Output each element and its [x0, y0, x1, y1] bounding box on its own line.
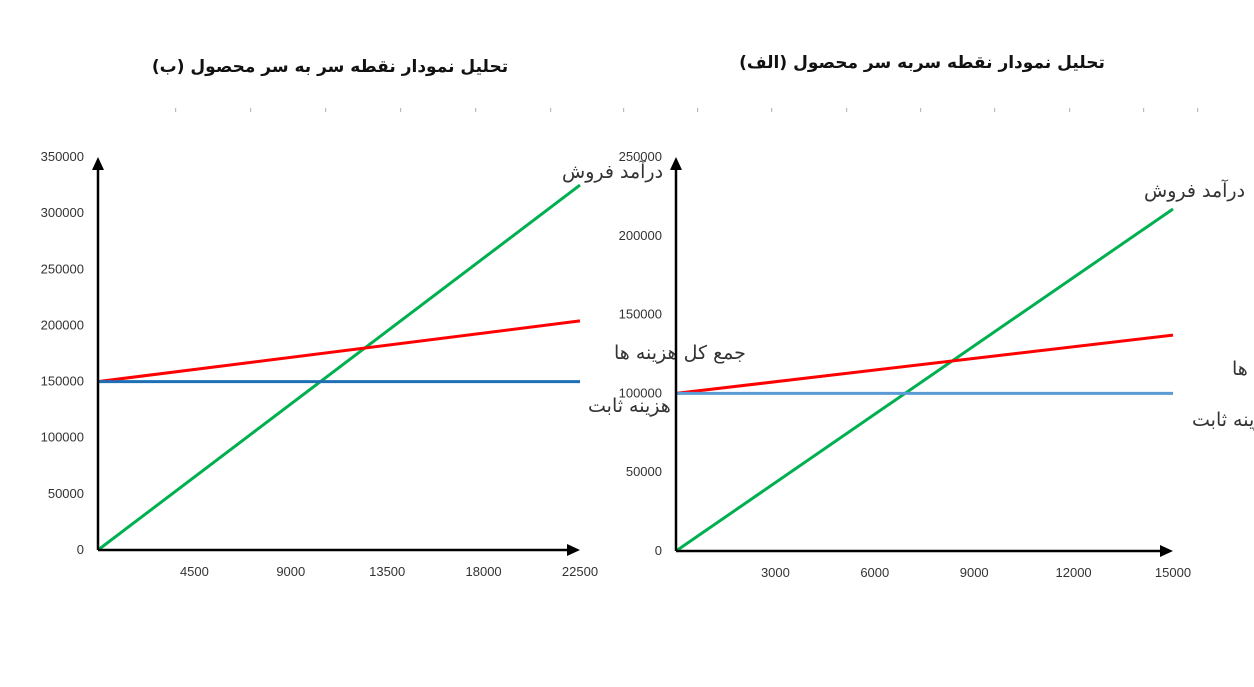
- chart-a-label-revenue: درآمد فروش: [1144, 178, 1245, 202]
- chart-b-y-ticks: 0 50000 100000 150000 200000 250000 300000 3500…: [41, 149, 84, 557]
- chart-b-y-tick-0: 0: [77, 542, 84, 557]
- separator-dot-14: [1197, 108, 1199, 112]
- chart-b-y-tick-6: 300000: [41, 205, 84, 220]
- chart-a-x-tick-4: 15000: [1155, 565, 1191, 580]
- chart-a-y-tick-2: 100000: [619, 385, 662, 400]
- chart-b-label-revenue: درآمد فروش: [562, 159, 663, 183]
- chart-a-series-line-0: [675, 207, 1174, 553]
- chart-a-y-ticks: 0 50000 100000 150000 200000 250000: [619, 149, 662, 558]
- separator-dot-9: [846, 108, 848, 112]
- break-even-chart-b: تحلیل نمودار نقطه سر به سر محصول (ب) 0 50…: [41, 57, 746, 579]
- chart-a-y-tick-1: 50000: [626, 464, 662, 479]
- chart-b-y-tick-1: 50000: [48, 486, 84, 501]
- separator-dot-4: [475, 108, 477, 112]
- separator-dot-1: [250, 108, 252, 112]
- chart-a-y-tick-4: 200000: [619, 228, 662, 243]
- chart-b-x-arrow: [567, 544, 580, 556]
- separator-dot-2: [325, 108, 327, 112]
- separator-dot-7: [697, 108, 699, 112]
- chart-b-axes: [92, 157, 580, 556]
- separator-dot-8: [771, 108, 773, 112]
- separator-dot-12: [1069, 108, 1071, 112]
- chart-b-series-line-0: [97, 183, 581, 552]
- separator-dot-5: [550, 108, 552, 112]
- chart-a-x-tick-3: 12000: [1056, 565, 1092, 580]
- chart-b-x-tick-0: 4500: [180, 564, 209, 579]
- separator-dot-11: [994, 108, 996, 112]
- chart-a-y-tick-3: 150000: [619, 307, 662, 322]
- chart-b-series: [97, 183, 581, 552]
- break-even-chart-a: تحلیل نمودار نقطه سربه سر محصول (الف) 0 5…: [619, 53, 1254, 580]
- chart-a-x-tick-2: 9000: [960, 565, 989, 580]
- chart-b-x-tick-3: 18000: [466, 564, 502, 579]
- chart-b-x-tick-2: 13500: [369, 564, 405, 579]
- chart-a-label-fixed-cost: هزینه ثابت: [1192, 409, 1254, 431]
- separator-dot-3: [400, 108, 402, 112]
- chart-a-x-ticks: 3000 6000 9000 12000 15000: [761, 565, 1191, 580]
- chart-b-x-tick-4: 22500: [562, 564, 598, 579]
- separator-dot-10: [920, 108, 922, 112]
- chart-a-title: تحلیل نمودار نقطه سربه سر محصول (الف): [739, 53, 1105, 73]
- chart-b-x-tick-1: 9000: [276, 564, 305, 579]
- chart-b-series-line-1: [97, 319, 581, 384]
- chart-b-y-tick-2: 100000: [41, 430, 84, 445]
- chart-a-series: [675, 207, 1174, 553]
- chart-a-x-arrow: [1160, 545, 1173, 557]
- chart-b-y-arrow: [92, 157, 104, 170]
- chart-b-y-tick-5: 250000: [41, 261, 84, 276]
- separator-dots: [175, 108, 1199, 112]
- chart-a-y-tick-0: 0: [655, 543, 662, 558]
- chart-b-x-ticks: 4500 9000 13500 18000 22500: [180, 564, 598, 579]
- chart-b-title: تحلیل نمودار نقطه سر به سر محصول (ب): [152, 57, 508, 77]
- chart-b-label-total-cost: جمع کل هزینه ها: [614, 342, 746, 364]
- chart-a-series-line-1: [675, 333, 1174, 395]
- chart-a-y-tick-5: 250000: [619, 149, 662, 164]
- chart-b-y-tick-4: 200000: [41, 317, 84, 332]
- separator-dot-0: [175, 108, 177, 112]
- chart-a-y-arrow: [670, 157, 682, 170]
- chart-a-label-total-cost: جمع کل هزینه ها: [1232, 358, 1254, 380]
- chart-a-x-tick-1: 6000: [860, 565, 889, 580]
- chart-a-x-tick-0: 3000: [761, 565, 790, 580]
- chart-a-axes: [670, 157, 1173, 557]
- chart-b-y-tick-3: 150000: [41, 374, 84, 389]
- chart-b-y-tick-7: 350000: [41, 149, 84, 164]
- separator-dot-13: [1143, 108, 1145, 112]
- separator-dot-6: [623, 108, 625, 112]
- chart-b-label-fixed-cost: هزینه ثابت: [588, 395, 671, 417]
